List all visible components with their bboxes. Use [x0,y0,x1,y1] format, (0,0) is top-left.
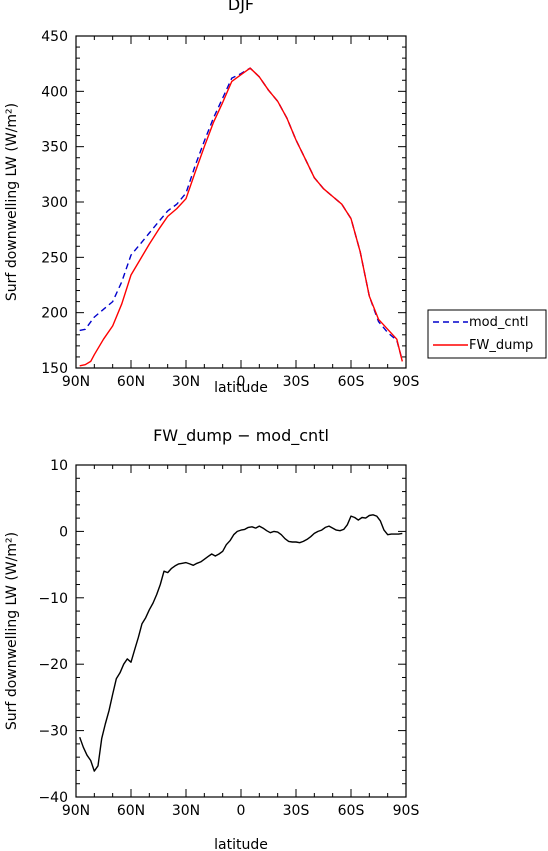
axis-ticks [75,464,407,798]
x-tick-label: 60N [117,374,145,390]
x-tick-label: 90S [393,374,420,390]
y-tick-labels: −40 −30 −20 −10 0 10 [38,458,68,806]
x-axis-label: latitude [214,380,268,396]
y-axis-label: Surf downwelling LW (W/m²) [4,103,20,301]
y-tick-label: 400 [41,84,68,100]
x-tick-label: 90N [62,374,90,390]
y-tick-label: 200 [41,306,68,322]
y-tick-label: 10 [50,458,68,474]
x-tick-label: 0 [237,803,246,819]
y-tick-label: 450 [41,29,68,45]
y-tick-label: −30 [38,724,68,740]
y-tick-label: 0 [59,524,68,540]
x-tick-label: 0 [237,374,246,390]
series-line-difference-0 [79,514,403,772]
x-tick-label: 90N [62,803,90,819]
x-tick-labels: 90N 60N 30N 0 30S 60S 90S [62,374,420,390]
y-tick-label: 350 [41,140,68,156]
y-tick-label: −20 [38,657,68,673]
plot-frame [75,464,407,798]
y-tick-label: 150 [41,361,68,377]
x-tick-label: 30S [283,374,310,390]
y-tick-label: 300 [41,195,68,211]
chart-djf: DJF 90N 60N 30N 0 30S 60S 90S 150 200 250 300 350 4… [4,0,547,396]
series-layer [79,514,403,772]
x-tick-label: 30S [283,803,310,819]
chart-difference: FW_dump − mod_cntl 90N 60N 30N 0 30S 60S 90S −… [4,426,419,851]
y-axis-label: Surf downwelling LW (W/m²) [4,532,20,730]
y-tick-labels: 150 200 250 300 350 400 450 [41,29,68,377]
chart-title: FW_dump − mod_cntl [153,426,329,446]
series-line-fw-dump [79,67,403,367]
y-tick-label: −40 [38,790,68,806]
y-tick-label: −10 [38,591,68,607]
x-tick-label: 60N [117,803,145,819]
plot-frame [75,35,407,369]
legend-label-mod-cntl: mod_cntl [469,315,528,330]
x-axis-label: latitude [214,837,268,851]
series-line-mod-cntl [79,67,403,361]
x-tick-label: 30N [172,374,200,390]
chart-title: DJF [228,0,254,14]
x-tick-label: 60S [338,803,365,819]
y-tick-label: 250 [41,250,68,266]
legend-label-fw-dump: FW_dump [469,338,533,353]
legend: mod_cntl FW_dump [427,309,547,359]
x-tick-label: 30N [172,803,200,819]
x-tick-labels: 90N 60N 30N 0 30S 60S 90S [62,803,420,819]
legend-box [427,309,547,359]
axis-ticks [75,35,407,369]
x-tick-label: 60S [338,374,365,390]
series-layer [79,67,403,367]
x-tick-label: 90S [393,803,420,819]
